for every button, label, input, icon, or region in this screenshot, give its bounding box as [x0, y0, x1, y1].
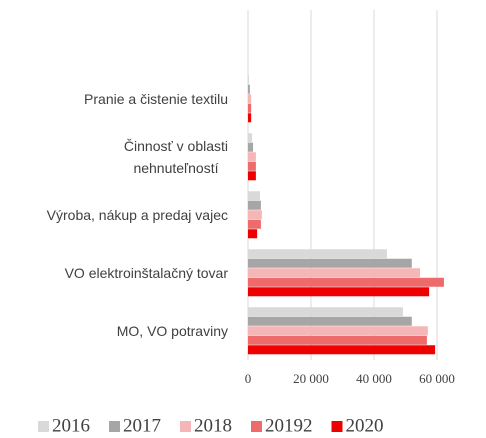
legend-label: 2018 [194, 415, 232, 436]
bar [248, 210, 262, 220]
bar [248, 133, 253, 143]
bar [248, 345, 436, 355]
legend-label: 2020 [346, 415, 384, 436]
bar [248, 113, 252, 123]
bar [248, 75, 249, 85]
bar [248, 316, 412, 326]
bar [248, 307, 403, 317]
bar [248, 229, 258, 239]
x-tick-label: 60 000 [419, 371, 455, 386]
legend-label: 20192 [265, 415, 313, 436]
bar [248, 171, 256, 181]
bar [248, 258, 412, 268]
legend-swatch [180, 421, 191, 432]
bar [248, 326, 428, 336]
bar [248, 277, 444, 287]
bar [248, 249, 387, 259]
legend-swatch [109, 421, 120, 432]
y-tick-label: Výroba, nákup a predaj vajec [46, 207, 228, 223]
legend-swatch [251, 421, 262, 432]
bar [248, 161, 256, 171]
bar [248, 268, 420, 278]
x-tick-label: 40 000 [356, 371, 392, 386]
bar [248, 152, 256, 162]
y-tick-label: VO elektroinštalačný tovar [64, 265, 228, 281]
bar [248, 103, 252, 113]
bar [248, 84, 250, 94]
legend-swatch [331, 421, 343, 432]
y-tick-label: MO, VO potraviny [116, 323, 228, 339]
bar [248, 287, 430, 297]
x-tick-label: 20 000 [293, 371, 329, 386]
bar [248, 200, 261, 210]
legend-label: 2016 [52, 415, 90, 436]
legend-swatch [38, 421, 49, 432]
bar [248, 142, 254, 152]
y-tick-label: Činnosť v oblasti nehnuteľností [123, 138, 228, 176]
legend-label: 2017 [123, 415, 161, 436]
x-tick-label: 0 [245, 371, 252, 386]
bar [248, 94, 252, 104]
bar [248, 219, 261, 229]
bar [248, 191, 260, 201]
y-tick-label: Pranie a čistenie textilu [84, 91, 228, 107]
bar [248, 335, 427, 345]
